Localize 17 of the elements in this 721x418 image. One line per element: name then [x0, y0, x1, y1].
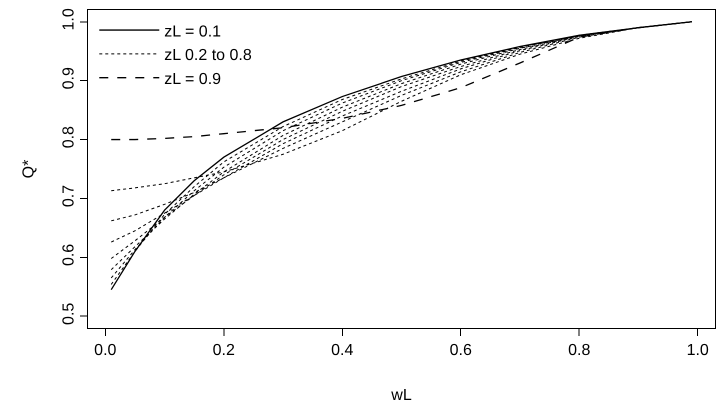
x-axis-title: wL: [390, 386, 412, 404]
legend-label: zL = 0.1: [164, 23, 222, 40]
y-tick-label: 0.7: [60, 184, 78, 208]
x-tick-label: 0.2: [212, 342, 235, 360]
x-tick-label: 0.0: [94, 342, 117, 360]
y-tick-label: 0.8: [60, 126, 78, 148]
y-tick-label: 1.0: [60, 8, 78, 31]
x-tick-label: 1.0: [686, 342, 709, 360]
y-tick-label: 0.6: [60, 244, 78, 266]
x-tick-label: 0.6: [450, 342, 472, 360]
y-axis-title: Q*: [20, 160, 38, 178]
x-tick-label: 0.4: [331, 342, 354, 360]
legend-label: zL = 0.9: [164, 70, 222, 88]
y-tick-label: 0.5: [60, 302, 78, 325]
legend-label: zL 0.2 to 0.8: [164, 47, 252, 64]
x-tick-label: 0.8: [568, 342, 590, 360]
y-tick-label: 0.9: [60, 67, 78, 90]
